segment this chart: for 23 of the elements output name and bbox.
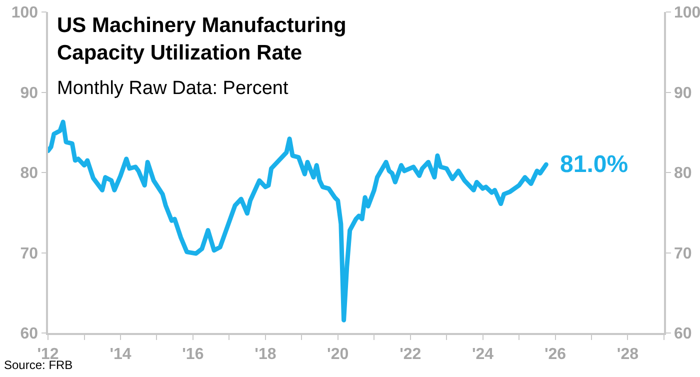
- y2-tick-label: 70: [674, 245, 692, 262]
- source-note: Source: FRB: [4, 358, 73, 372]
- y-tick-label: 60: [20, 326, 38, 343]
- x-tick-label: '20: [327, 346, 349, 363]
- x-tick-label: '14: [110, 346, 132, 363]
- x-tick-label: '28: [616, 346, 639, 363]
- y-tick-label: 90: [20, 84, 38, 102]
- y2-tick-label: 80: [674, 165, 692, 182]
- x-tick-label: '18: [254, 346, 276, 363]
- y-tick-label: 70: [20, 245, 38, 262]
- y-tick-label: 100: [11, 4, 38, 22]
- x-tick-label: '24: [472, 346, 494, 363]
- text: Monthly Raw Data: Percent: [57, 78, 289, 99]
- x-tick-label: '26: [544, 346, 566, 363]
- x-tick-label: '16: [182, 346, 204, 363]
- annotation: 81.0%: [560, 151, 628, 178]
- y2-tick-label: 60: [674, 326, 692, 343]
- line-series: [48, 120, 548, 322]
- y2-tick-label: 90: [674, 84, 692, 102]
- text: US Machinery Manufacturing Capacity Utilization Rate: [57, 14, 346, 64]
- y-tick-label: 80: [20, 165, 38, 182]
- y2-tick-label: 100: [674, 4, 700, 22]
- x-tick-label: '22: [400, 346, 422, 363]
